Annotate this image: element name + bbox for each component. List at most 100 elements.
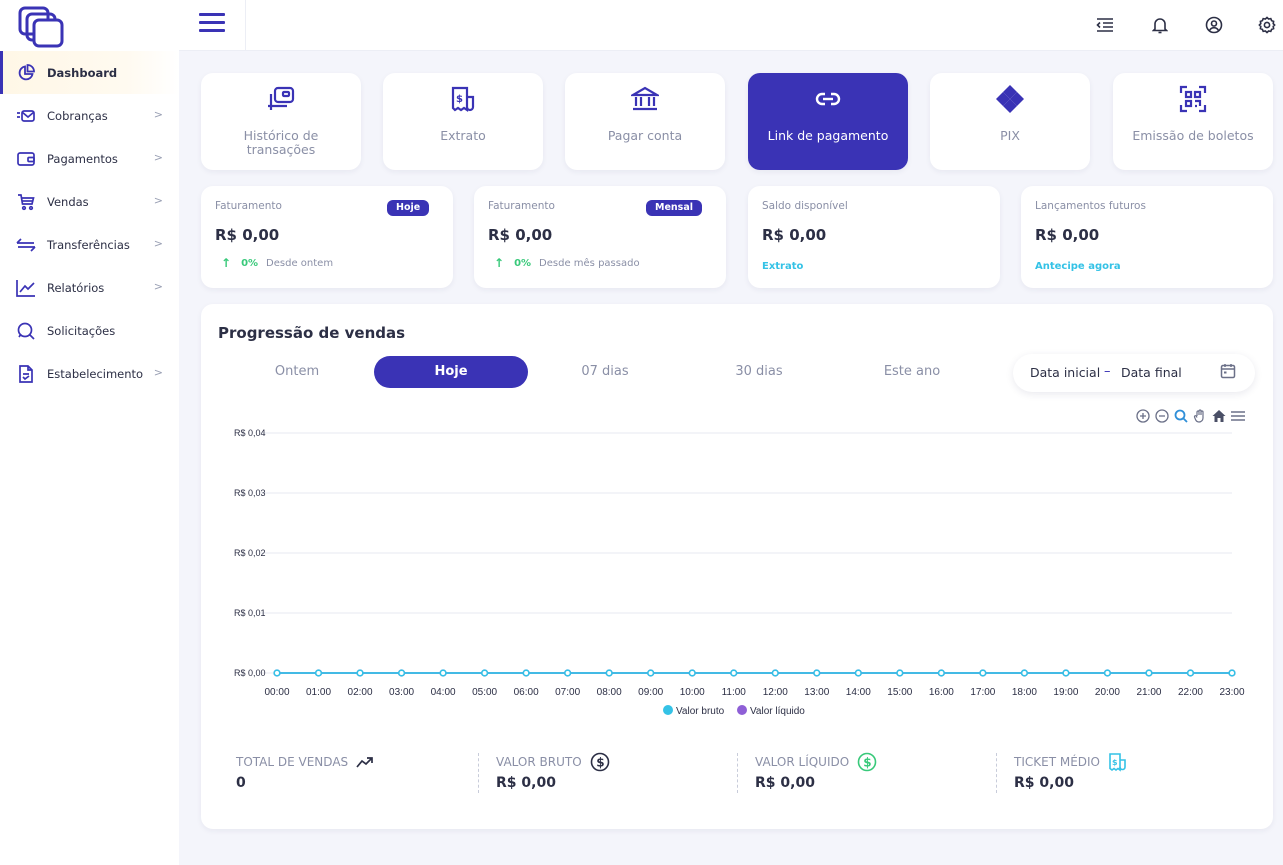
arrow-up-icon: ↑ (494, 256, 505, 270)
stat-change: ↑ 0% Desde ontem (215, 256, 333, 270)
tab-07-dias[interactable]: 07 dias (581, 364, 629, 379)
chevron-right-icon: > (153, 151, 163, 164)
date-separator: – (1104, 364, 1111, 379)
x-tick-label: 00:00 (264, 687, 289, 698)
tab-hoje[interactable]: Hoje (374, 356, 528, 388)
brand-logo[interactable] (18, 6, 64, 48)
chevron-right-icon: > (153, 280, 163, 293)
x-tick-label: 22:00 (1178, 687, 1203, 698)
chevron-right-icon: > (153, 237, 163, 250)
extrato-link[interactable]: Extrato (762, 261, 804, 272)
chart-menu-icon[interactable] (1230, 408, 1246, 424)
sidebar-item-pagamentos[interactable]: Pagamentos > (0, 137, 179, 180)
home-icon[interactable] (1211, 408, 1227, 424)
calendar-icon[interactable] (1220, 363, 1238, 381)
sidebar-item-solicitacoes[interactable]: Solicitações (0, 309, 179, 352)
data-point (1020, 669, 1028, 677)
cart-icon (16, 192, 36, 212)
chart-toolbar (1135, 408, 1246, 424)
menu-toggle-icon[interactable] (199, 13, 225, 35)
sidebar-item-transferencias[interactable]: Transferências > (0, 223, 179, 266)
sidebar-item-cobrancas[interactable]: Cobranças > (0, 94, 179, 137)
data-point (1228, 669, 1236, 677)
x-tick-label: 23:00 (1219, 687, 1244, 698)
mail-list-icon (16, 106, 36, 126)
date-range-picker[interactable]: Data inicial – Data final (1013, 354, 1255, 392)
x-tick-label: 05:00 (472, 687, 497, 698)
x-tick-label: 15:00 (887, 687, 912, 698)
svg-text:$: $ (596, 756, 604, 770)
sidebar-item-estabelecimento[interactable]: Estabelecimento > (0, 352, 179, 395)
qa-card-link-pagamento[interactable]: Link de pagamento (748, 73, 908, 170)
menu-collapse-icon[interactable] (1093, 13, 1117, 37)
qa-label: Histórico de transações (243, 128, 319, 157)
x-tick-label: 09:00 (638, 687, 663, 698)
x-tick-label: 11:00 (722, 687, 747, 698)
data-point (854, 669, 862, 677)
change-percent: 0% (514, 257, 532, 269)
qa-card-pix[interactable]: PIX (930, 73, 1090, 170)
data-point (688, 669, 696, 677)
chevron-right-icon: > (153, 366, 163, 379)
sidebar-nav: Dashboard Cobranças > Pagamentos > Venda… (0, 51, 179, 395)
sidebar-item-dashboard[interactable]: Dashboard (0, 51, 179, 94)
qa-card-extrato[interactable]: $ Extrato (383, 73, 543, 170)
period-badge: Hoje (387, 200, 430, 216)
x-tick-label: 03:00 (389, 687, 414, 698)
sidebar-item-vendas[interactable]: Vendas > (0, 180, 179, 223)
qa-card-emissao-boletos[interactable]: Emissão de boletos (1113, 73, 1273, 170)
date-end-input[interactable]: Data final (1121, 365, 1182, 380)
data-point (356, 669, 364, 677)
stat-value: R$ 0,00 (1035, 226, 1100, 244)
stat-value: R$ 0,00 (215, 226, 280, 244)
header-divider (245, 0, 246, 51)
summary-total-vendas: TOTAL DE VENDAS 0 (236, 752, 374, 796)
sidebar-item-relatorios[interactable]: Relatórios > (0, 266, 179, 309)
x-tick-label: 07:00 (555, 687, 580, 698)
chat-search-icon (16, 321, 36, 341)
x-tick-label: 17:00 (970, 687, 995, 698)
statement-icon: $ (383, 85, 543, 113)
qa-card-historico[interactable]: Histórico de transações (201, 73, 361, 170)
sidebar-item-label: Transferências (47, 237, 130, 252)
pie-chart-icon (16, 63, 36, 83)
qa-label: Pagar conta (607, 128, 683, 143)
qa-label: PIX (1000, 128, 1020, 143)
data-point (273, 669, 281, 677)
tab-30-dias[interactable]: 30 dias (735, 364, 783, 379)
panel-title: Progressão de vendas (218, 324, 406, 342)
tab-este-ano[interactable]: Este ano (883, 364, 941, 379)
data-point (439, 669, 447, 677)
data-point (937, 669, 945, 677)
data-point (1186, 669, 1195, 677)
antecipe-agora-link[interactable]: Antecipe agora (1035, 261, 1121, 272)
magnifier-icon[interactable] (1173, 408, 1189, 424)
data-point (730, 669, 738, 677)
zoom-in-icon[interactable] (1135, 408, 1151, 424)
user-avatar-icon[interactable] (1202, 13, 1226, 37)
y-tick-label: R$ 0,04 (234, 428, 266, 438)
document-check-icon (16, 364, 36, 384)
bell-icon[interactable] (1148, 13, 1172, 37)
x-tick-label: 12:00 (763, 687, 788, 698)
stat-title: Faturamento (488, 200, 555, 212)
date-start-input[interactable]: Data inicial (1030, 365, 1101, 380)
zoom-out-icon[interactable] (1154, 408, 1170, 424)
x-tick-label: 20:00 (1095, 687, 1120, 698)
summary-divider (996, 753, 997, 793)
tab-ontem[interactable]: Ontem (274, 364, 320, 379)
sales-line-chart: R$ 0,00 R$ 0,01 R$ 0,02 R$ 0,03 R$ 0,04 00:0… (234, 428, 1245, 717)
pan-hand-icon[interactable] (1192, 408, 1208, 424)
x-tick-label: 01:00 (306, 687, 331, 698)
summary-divider (478, 753, 479, 793)
transfer-arrows-icon (16, 235, 36, 255)
gear-icon[interactable] (1255, 13, 1279, 37)
sidebar-item-label: Estabelecimento (47, 366, 144, 381)
data-point (979, 669, 987, 677)
summary-valor-liquido: VALOR LÍQUIDO $ R$ 0,00 (755, 752, 877, 796)
wallet-icon (16, 149, 36, 169)
line-chart-icon (16, 278, 36, 298)
stat-title: Saldo disponível (762, 200, 848, 212)
stat-card-saldo-disponivel: Saldo disponível R$ 0,00 Extrato (748, 186, 1000, 288)
qa-card-pagar-conta[interactable]: Pagar conta (565, 73, 725, 170)
